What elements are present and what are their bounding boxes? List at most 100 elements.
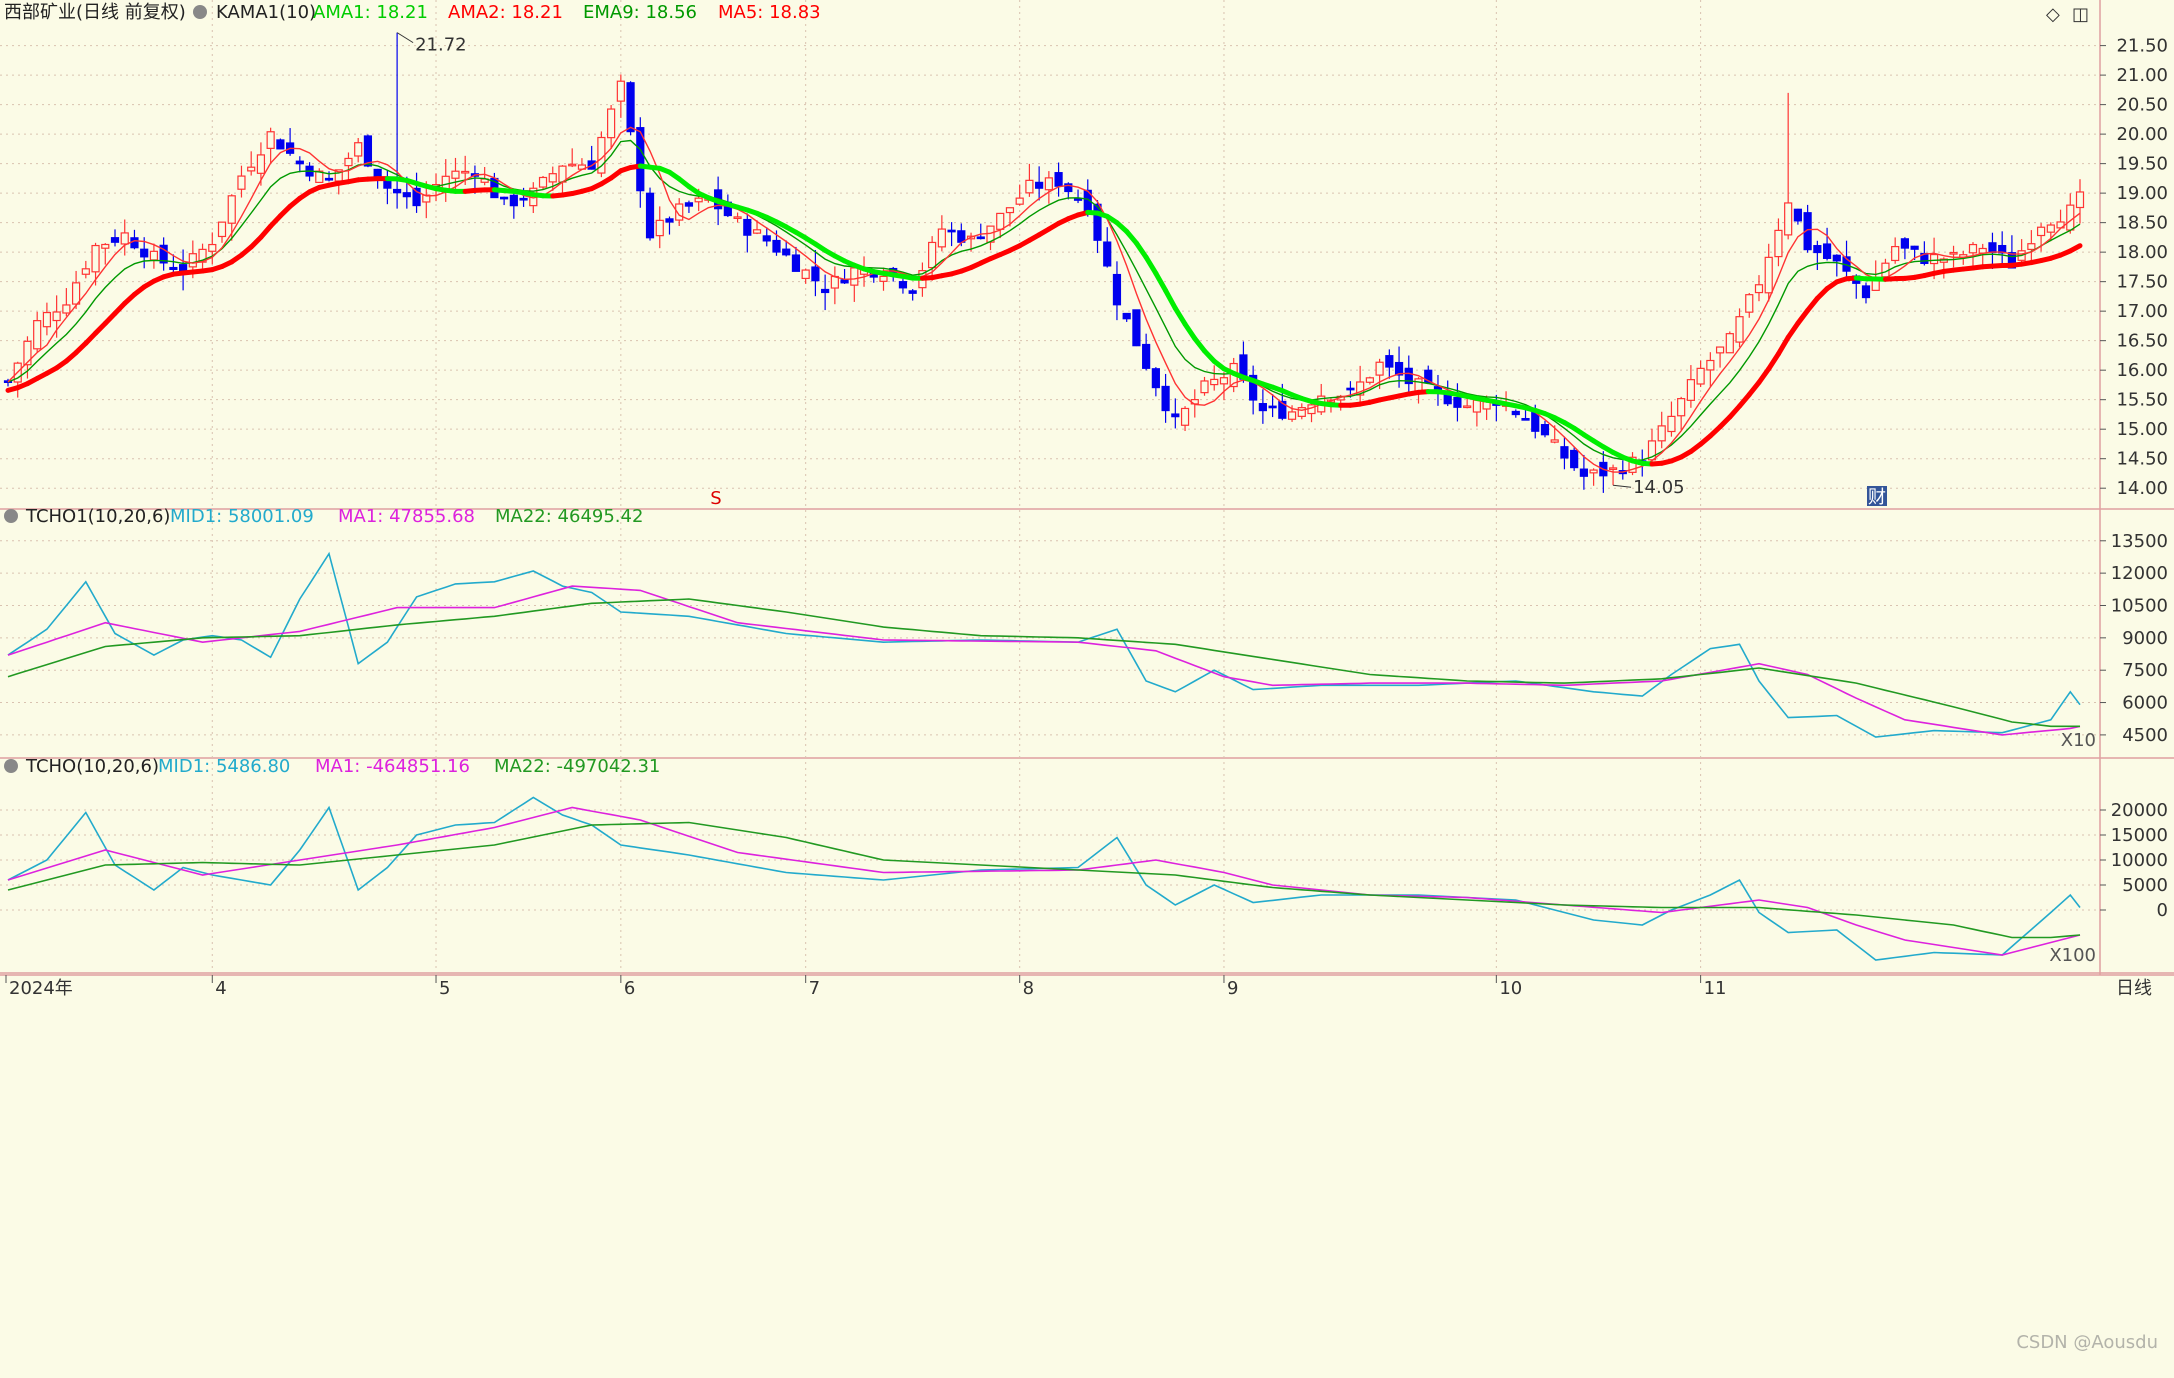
candle-body[interactable]: [752, 229, 762, 234]
candle-body[interactable]: [1764, 256, 1773, 294]
candle-body[interactable]: [743, 218, 752, 236]
candle-body[interactable]: [1608, 467, 1618, 470]
candle-body[interactable]: [1210, 378, 1219, 386]
candle-body[interactable]: [1891, 245, 1900, 262]
candle-body[interactable]: [393, 188, 402, 194]
candle-body[interactable]: [1142, 343, 1151, 369]
candle-body[interactable]: [140, 248, 149, 258]
candle-body[interactable]: [1005, 207, 1015, 214]
candle-body[interactable]: [101, 243, 110, 249]
candle-body[interactable]: [354, 142, 363, 157]
candle-body[interactable]: [1900, 238, 1910, 249]
candle-body[interactable]: [1122, 312, 1131, 320]
tcho-panel[interactable]: [7, 796, 2081, 961]
candle-body[interactable]: [227, 195, 236, 224]
candle-body[interactable]: [655, 219, 664, 237]
candle-body[interactable]: [1774, 229, 1783, 258]
candle-body[interactable]: [1054, 172, 1063, 187]
candle-body[interactable]: [1657, 425, 1666, 442]
candle-body[interactable]: [568, 163, 577, 167]
candle-body[interactable]: [1521, 417, 1530, 421]
candle-body[interactable]: [1579, 468, 1588, 477]
candle-body[interactable]: [1132, 309, 1141, 347]
candle-body[interactable]: [1560, 446, 1569, 459]
candle-body[interactable]: [928, 241, 937, 269]
candle-body[interactable]: [1706, 359, 1715, 371]
candle-body[interactable]: [1258, 403, 1267, 412]
candle-body[interactable]: [402, 192, 411, 198]
candle-body[interactable]: [1511, 410, 1520, 416]
candle-body[interactable]: [1813, 245, 1822, 254]
candle-body[interactable]: [2007, 252, 2017, 269]
candle-body[interactable]: [23, 340, 32, 366]
candle-body[interactable]: [898, 281, 908, 289]
candle-body[interactable]: [1998, 244, 2007, 254]
candle-body[interactable]: [1015, 197, 1024, 205]
candle-body[interactable]: [130, 237, 139, 249]
candle-body[interactable]: [665, 218, 674, 223]
candle-body[interactable]: [1093, 203, 1102, 241]
cai-badge[interactable]: [1867, 486, 1887, 506]
candle-body[interactable]: [1822, 243, 1832, 259]
candle-body[interactable]: [383, 179, 392, 189]
settings-icon[interactable]: [193, 5, 207, 19]
candle-body[interactable]: [908, 290, 917, 294]
candle-body[interactable]: [2027, 243, 2036, 251]
candle-body[interactable]: [451, 170, 460, 179]
candle-body[interactable]: [276, 139, 285, 150]
candle-body[interactable]: [237, 175, 246, 190]
candle-body[interactable]: [1745, 294, 1754, 313]
candle-body[interactable]: [1219, 377, 1229, 385]
candle-body[interactable]: [324, 177, 334, 181]
candle-body[interactable]: [110, 237, 120, 243]
candle-body[interactable]: [1715, 346, 1725, 354]
candle-body[interactable]: [1472, 399, 1481, 413]
candle-body[interactable]: [42, 311, 52, 328]
candle-body[interactable]: [1151, 368, 1160, 389]
candle-body[interactable]: [1677, 398, 1686, 417]
candle-body[interactable]: [500, 196, 509, 200]
candle-body[interactable]: [1686, 379, 1695, 401]
candle-body[interactable]: [1249, 374, 1258, 401]
candle-body[interactable]: [1550, 439, 1559, 443]
candle-body[interactable]: [62, 304, 71, 314]
candle-body[interactable]: [694, 197, 703, 203]
candle-body[interactable]: [1735, 316, 1744, 343]
candle-body[interactable]: [1628, 456, 1637, 473]
candle-body[interactable]: [1200, 380, 1209, 394]
candle-body[interactable]: [947, 229, 956, 233]
candle-body[interactable]: [840, 279, 849, 284]
candle-body[interactable]: [315, 170, 324, 183]
diamond-icon[interactable]: ◇: [2046, 4, 2060, 25]
candle-body[interactable]: [684, 202, 694, 207]
candle-body[interactable]: [1803, 212, 1812, 251]
candle-body[interactable]: [2046, 224, 2055, 233]
candle-body[interactable]: [996, 212, 1005, 230]
candle-body[interactable]: [811, 266, 820, 282]
candle-body[interactable]: [1064, 183, 1073, 193]
candle-body[interactable]: [675, 203, 684, 221]
candle-body[interactable]: [762, 235, 771, 242]
candle-body[interactable]: [1035, 181, 1044, 189]
candle-body[interactable]: [1988, 242, 1997, 254]
candle-body[interactable]: [2036, 226, 2046, 237]
candle-body[interactable]: [1161, 385, 1170, 412]
candle-body[interactable]: [1453, 396, 1462, 408]
candle-body[interactable]: [2075, 191, 2085, 209]
candle-body[interactable]: [120, 232, 129, 245]
window-icon[interactable]: ◫: [2072, 4, 2090, 25]
candle-body[interactable]: [1404, 367, 1413, 385]
candle-body[interactable]: [1725, 333, 1734, 354]
candle-body[interactable]: [1394, 361, 1404, 376]
candle-body[interactable]: [188, 253, 197, 268]
candle-body[interactable]: [801, 269, 810, 280]
candle-body[interactable]: [1346, 387, 1355, 391]
candle-body[interactable]: [1570, 449, 1579, 469]
candle-body[interactable]: [256, 154, 266, 174]
candle-body[interactable]: [1793, 208, 1802, 222]
candle-body[interactable]: [1832, 254, 1841, 262]
candle-body[interactable]: [1180, 407, 1190, 426]
candle-body[interactable]: [1025, 179, 1034, 194]
candle-body[interactable]: [850, 267, 859, 286]
